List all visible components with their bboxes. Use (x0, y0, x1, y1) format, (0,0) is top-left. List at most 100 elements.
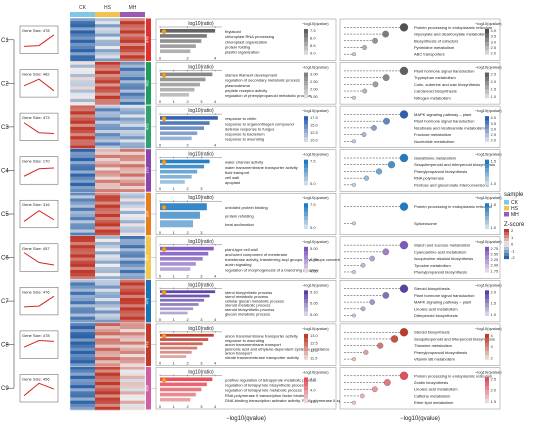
go-colorbar-label: 11.5 (310, 355, 318, 360)
go-term-label: protein folding (225, 44, 250, 49)
go-colorbar-segment (304, 116, 308, 121)
go-axis-tick-label: 0 (159, 56, 162, 61)
kegg-colorbar-label: 1.75 (491, 268, 500, 273)
heatmap-cell (70, 294, 96, 299)
heatmap-cell (120, 86, 146, 90)
go-bar (160, 350, 192, 354)
go-colorbar-segment (304, 377, 308, 382)
go-colorbar-segment (304, 307, 308, 312)
heatmap-cell (70, 139, 96, 143)
heatmap-cell (120, 46, 146, 50)
heatmap-cell (70, 164, 96, 168)
heatmap-cell (95, 195, 121, 199)
heatmap-cell (95, 307, 121, 311)
heatmap-cell (95, 89, 121, 93)
heatmap-cell (95, 313, 121, 317)
heatmap-cell (70, 74, 96, 78)
heatmap-cell (120, 301, 146, 305)
go-bar (160, 44, 196, 48)
kegg-dot (383, 379, 391, 386)
go-axis-tick-label: 4 (214, 143, 217, 148)
kegg-dot (352, 139, 356, 144)
trend-plot-frame (19, 287, 59, 316)
kegg-colorbar-segment (485, 390, 489, 395)
heatmap-cell (70, 142, 96, 146)
heatmap-cell (70, 204, 96, 209)
heatmap-cell (120, 89, 146, 93)
go-colorbar-label: 4.2 (310, 376, 316, 381)
heatmap-cell (95, 242, 121, 246)
kegg-term-label: Linoleic acid metabolism (414, 387, 458, 392)
heatmap-cell (95, 179, 121, 184)
heatmap-cell (120, 214, 146, 218)
kegg-colorbar-segment (485, 259, 489, 265)
heatmap-cell (95, 49, 121, 53)
heatmap-cell (120, 385, 146, 389)
heatmap-cell (70, 310, 96, 314)
go-colorbar-segment (304, 298, 308, 304)
go-bar (160, 180, 185, 184)
heatmap-cell (95, 385, 121, 389)
heatmap-cell (120, 248, 146, 252)
heatmap-cell (95, 266, 121, 271)
kegg-colorbar-segment (485, 338, 489, 343)
zscore-legend-segment (504, 256, 509, 260)
kegg-colorbar-segment (485, 246, 489, 252)
zscore-legend-segment (504, 253, 509, 257)
go-term-label: regulation of morphogenesis of a branchi… (225, 267, 319, 272)
trend-plot: Gene Size: 478 (19, 330, 59, 359)
go-bar (160, 87, 195, 92)
heatmap-cell (70, 251, 96, 255)
kegg-dot (399, 371, 409, 380)
go-colorbar-label: 2.50 (310, 79, 319, 84)
go-bar (160, 311, 188, 315)
sample-legend-title: sample (504, 192, 524, 198)
heatmap-cell (70, 266, 96, 271)
heatmap-cell (70, 133, 96, 137)
go-colorbar-segment (304, 33, 308, 38)
kegg-colorbar-segment (485, 268, 489, 273)
heatmap-block (69, 192, 146, 237)
go-colorbar-segment (304, 216, 308, 221)
heatmap-block (69, 279, 146, 324)
kegg-colorbar-segment (485, 303, 489, 308)
trend-line (23, 34, 55, 47)
go-bar (160, 121, 210, 125)
heatmap-cell (120, 161, 146, 165)
go-marker-dot (161, 205, 167, 210)
heatmap-cell (70, 179, 96, 184)
heatmap-cell (120, 39, 146, 44)
cluster-color-band (146, 236, 151, 279)
kegg-dot-panel: MAPK signaling pathway – plant Plant horm… (339, 105, 502, 148)
heatmap-cell (120, 307, 146, 311)
go-axis-tick-label: 0 (159, 404, 162, 409)
heatmap-cell (70, 223, 96, 227)
kegg-dot (361, 132, 367, 137)
heatmap-cell (120, 36, 146, 41)
go-bar-panel: log10(ratio) 0 1 2 3 water channel activitywa… (155, 149, 337, 192)
go-term-label: fluid transport (225, 170, 250, 175)
go-colorbar-label: 5.05 (310, 301, 319, 306)
heatmap-cell (95, 126, 121, 131)
cluster-size-label: 456 (145, 384, 150, 391)
cluster-size-label: 170 (145, 166, 150, 173)
heatmap-cell (120, 344, 146, 349)
kegg-dot (363, 175, 369, 181)
heatmap-cell (95, 372, 121, 377)
heatmap-cell (120, 310, 146, 314)
heatmap-cell (70, 214, 96, 218)
heatmap-cell (120, 167, 146, 171)
go-axis-title: log10(ratio) (188, 152, 214, 158)
trend-plot: Gene Size: 473 (19, 112, 59, 141)
go-colorbar-label: 12.5 (310, 340, 319, 345)
heatmap-block (69, 366, 146, 411)
heatmap-cell (95, 285, 121, 289)
heatmap-cell (95, 400, 121, 405)
go-bar (160, 77, 206, 82)
heatmap-cell (70, 145, 96, 149)
go-bar (160, 397, 191, 402)
heatmap-cell (95, 282, 121, 286)
heatmap-cell (120, 70, 146, 75)
heatmap-cell (95, 74, 121, 78)
go-term-label: anion transmembrane transport (225, 342, 282, 347)
